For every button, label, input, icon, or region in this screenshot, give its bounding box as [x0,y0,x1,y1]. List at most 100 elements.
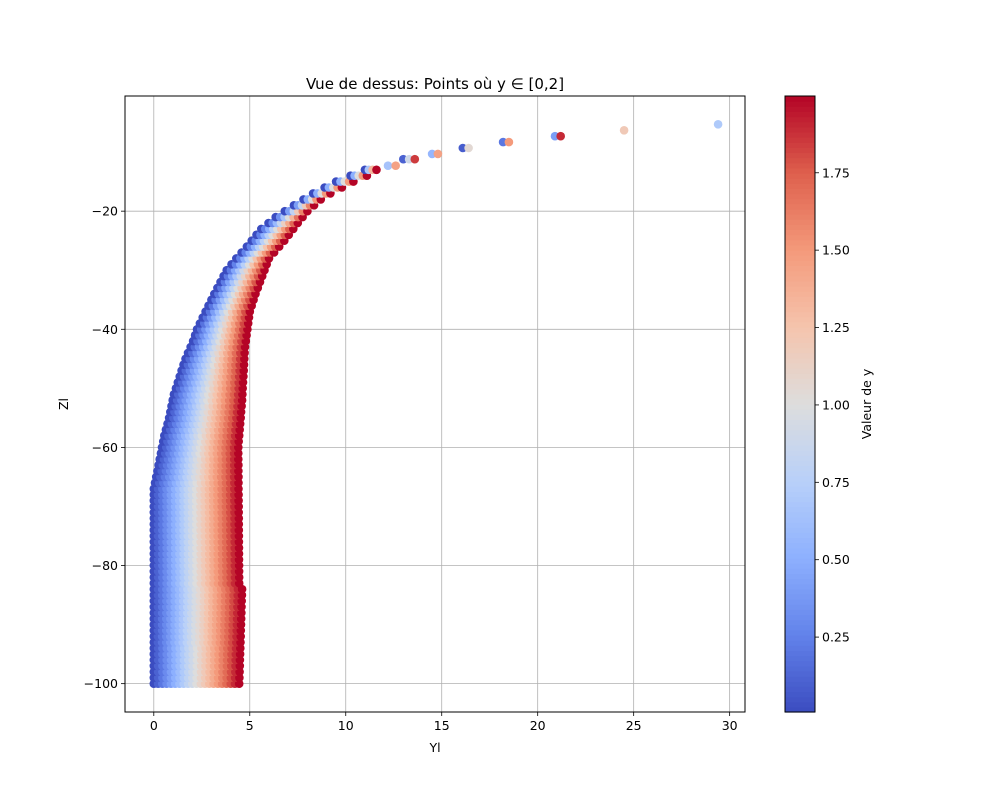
scatter-point [234,496,243,505]
colorbar-segment [785,255,815,261]
scatter-point [433,149,443,159]
colorbar-segment [785,547,815,554]
colorbar-segment [785,424,815,431]
colorbar-segment [785,670,815,677]
colorbar-segment [785,583,815,590]
colorbar-segment [785,558,815,564]
colorbar-segment [785,285,815,292]
x-tick-label: 10 [338,718,354,733]
colorbar-segment [785,486,815,492]
colorbar-segment [785,275,815,282]
colorbar-segment [785,311,815,318]
colorbar-segment [785,342,815,349]
colorbar-segment [785,101,815,107]
colorbar-segment [785,629,815,636]
scatter-point [234,449,243,458]
scatter-point [234,525,244,535]
colorbar-segment [785,686,815,693]
colorbar-segment [785,491,815,497]
x-tick-label: 30 [722,718,738,733]
colorbar-segment [785,178,815,184]
colorbar-segment [785,516,815,523]
scatter-point [504,137,514,147]
colorbar-segment [785,291,815,297]
colorbar-segment [785,234,815,241]
colorbar-segment [785,265,815,272]
colorbar-segment [785,193,815,200]
scatter-point [234,679,244,688]
colorbar-segment [785,96,815,102]
scatter-point [234,484,243,494]
colorbar-segment [785,137,815,143]
y-axis-ticks: −100 −80 −60 −40 −20 [84,204,125,691]
colorbar-segment [785,131,815,138]
colorbar-segment [785,501,815,508]
scatter-point [713,120,723,129]
colorbar-segment [785,157,815,164]
colorbar-segment [785,142,815,148]
colorbar-segment [785,229,815,236]
colorbar-ticks: 0.25 0.50 0.75 1.00 1.25 1.50 1.75 [815,165,850,645]
colorbar-segment [785,439,815,446]
colorbar-segment [785,676,815,682]
colorbar-tick-label: 0.75 [822,475,850,490]
colorbar-segment [785,660,815,667]
colorbar-segment [785,183,815,189]
colorbar-segment [785,147,815,154]
colorbar-segment [785,624,815,631]
scatter-points [149,120,723,688]
colorbar-segment [785,681,815,687]
colorbar-tick-label: 0.50 [822,552,850,567]
colorbar-segment [785,219,815,225]
y-axis-label: Zl [56,398,71,410]
colorbar-segment [785,368,815,374]
x-tick-label: 0 [150,718,158,733]
x-tick-label: 5 [246,718,254,733]
x-axis-label: Yl [428,740,440,755]
colorbar-segment [785,393,815,400]
colorbar-segment [785,578,815,585]
colorbar-segment [785,250,815,256]
plot-area: 0 5 10 15 20 25 30 −100 −80 −60 −40 −20 [84,95,746,733]
colorbar-segment [785,332,815,338]
plot-frame [124,95,746,713]
scatter-point [234,478,243,488]
colorbar-segment [785,321,815,328]
y-tick-label: −20 [92,204,118,219]
colorbar-segment [785,388,815,395]
colorbar-segment [785,152,815,159]
colorbar-segment [785,316,815,323]
scatter-point [556,131,565,141]
colorbar-segment [785,121,815,128]
colorbar-tick-label: 1.00 [822,397,850,412]
scatter-point [234,508,243,517]
colorbar-segment [785,655,815,662]
scatter-point [410,154,420,164]
colorbar-segment [785,167,815,174]
colorbar-segment [785,563,815,569]
y-tick-label: −100 [84,676,118,691]
colorbar-segment [785,198,815,205]
colorbar-segment [785,239,815,246]
colorbar-segment [785,609,815,616]
colorbar-segment [785,337,815,343]
colorbar-segment [785,696,815,703]
y-tick-label: −80 [92,558,118,573]
colorbar-segment [785,614,815,621]
colorbar-segment [785,306,815,313]
colorbar-segment [785,373,815,379]
colorbar-segment [785,599,815,605]
colorbar-tick-label: 1.25 [822,320,850,335]
colorbar-segment [785,260,815,266]
colorbar-segment [785,537,815,544]
colorbar-segment [785,434,815,441]
colorbar-segment [785,214,815,220]
x-tick-label: 25 [626,718,642,733]
scatter-point [234,519,244,529]
colorbar-segment [785,450,815,456]
colorbar-segment [785,162,815,169]
colorbar-segment [785,203,815,210]
colorbar-segment [785,116,815,123]
